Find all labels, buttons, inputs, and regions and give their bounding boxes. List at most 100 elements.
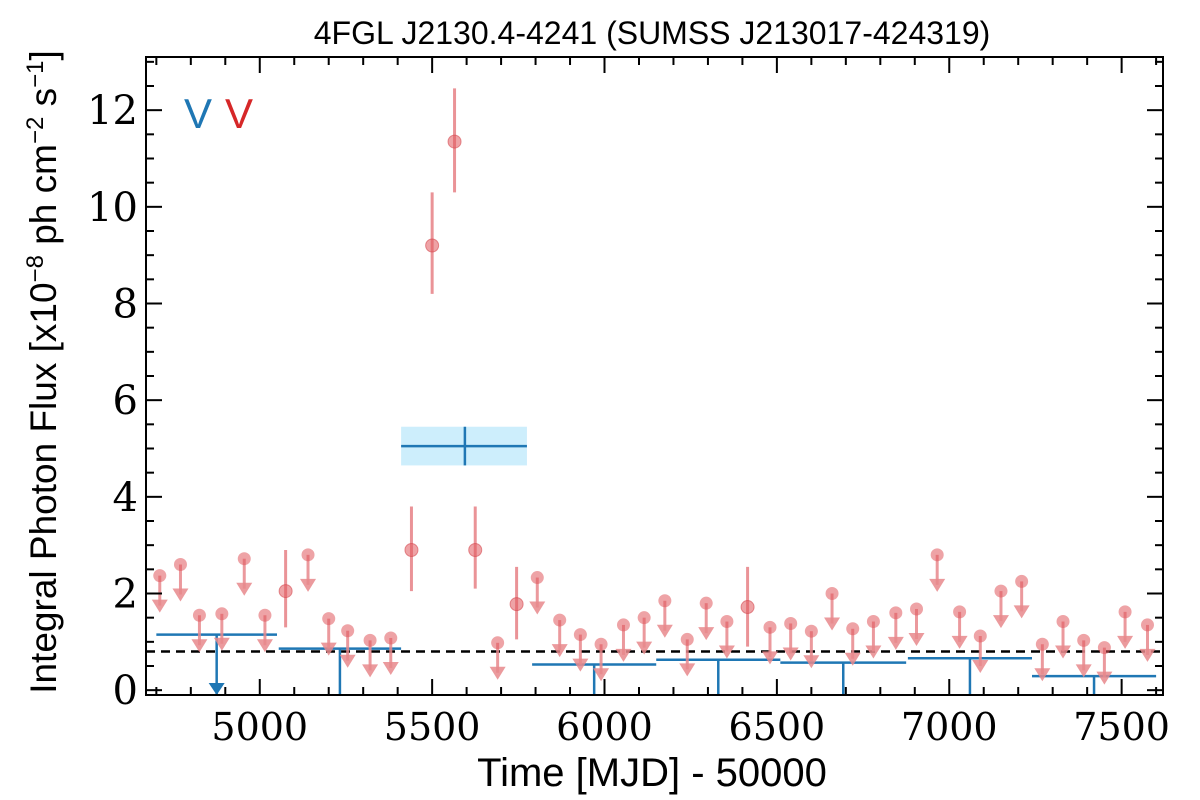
short-bin-upper-limit <box>491 636 505 650</box>
plot-area: 5000 5500 6000 6500 7000 7500 0 2 4 6 8 10 12 <box>87 56 1170 749</box>
short-bin-upper-limit-arrow <box>1013 605 1030 619</box>
short-bin-detection <box>404 543 419 557</box>
short-bin-upper-limit <box>322 612 336 626</box>
short-bin-upper-limit-arrow <box>1117 635 1134 649</box>
short-bin-upper-limit-arrow <box>1139 648 1156 662</box>
short-bin-upper-limit-arrow <box>489 666 506 680</box>
short-bin-detection <box>468 543 483 557</box>
short-bin-upper-limit-arrow <box>803 655 820 669</box>
short-bin-upper-limit-arrow <box>172 588 189 602</box>
short-bin-upper-limit-arrow <box>824 617 841 631</box>
y-tick-label: 4 <box>113 475 138 521</box>
long-bin-upper-limit-arrow <box>208 683 225 695</box>
chart-title: 4FGL J2130.4-4241 (SUMSS J213017-424319) <box>314 15 991 51</box>
short-bin-upper-limit <box>153 569 167 583</box>
short-bin-upper-limit-arrow <box>151 599 168 613</box>
short-bin-upper-limit <box>680 632 694 646</box>
short-bin-upper-limit-arrow <box>339 654 356 668</box>
short-bin-upper-limit-arrow <box>992 615 1009 629</box>
short-bin-upper-limit <box>258 608 272 622</box>
short-bin-detection <box>425 238 440 253</box>
short-bin-upper-limit-arrow <box>698 627 715 641</box>
short-bin-upper-limit <box>910 602 924 616</box>
short-bin-upper-limit-arrow <box>615 648 632 662</box>
short-bin-upper-limit-arrow <box>951 635 968 649</box>
y-tick-label: 0 <box>113 668 138 714</box>
short-bin-upper-limit <box>1056 615 1070 629</box>
short-bin-upper-limit <box>658 594 672 608</box>
short-bin-upper-limit <box>953 605 967 619</box>
short-bin-upper-limit <box>594 637 608 651</box>
short-bin-upper-limit-arrow <box>679 663 696 677</box>
short-bin-upper-limit <box>846 622 860 636</box>
short-bin-upper-limit <box>215 607 229 621</box>
short-bin-upper-limit <box>341 624 355 638</box>
short-bin-upper-limit <box>1015 574 1029 588</box>
short-bin-upper-limit-arrow <box>908 632 925 646</box>
short-bin-upper-limit-arrow <box>236 582 253 596</box>
short-bin-upper-limit <box>825 587 839 600</box>
short-bin-upper-limit-arrow <box>362 664 379 678</box>
short-bin-upper-limit <box>573 628 587 642</box>
short-bin-upper-limit <box>384 631 398 645</box>
x-tick-label: 7500 <box>1073 705 1170 749</box>
short-bin-upper-limit-arrow <box>656 624 673 638</box>
short-bin-upper-limit-arrow <box>636 641 653 655</box>
short-bin-upper-limit <box>720 615 734 629</box>
short-bin-upper-limit-arrow <box>529 601 546 615</box>
short-bin-upper-limit-arrow <box>1096 671 1113 685</box>
short-bin-upper-limit <box>192 608 206 622</box>
short-bin-upper-limit <box>1118 605 1132 619</box>
short-bin-upper-limit-arrow <box>865 645 882 659</box>
x-tick-label: 6500 <box>729 705 826 749</box>
short-bin-upper-limit-arrow <box>1034 668 1051 682</box>
short-bin-upper-limit-arrow <box>887 636 904 650</box>
short-bin-upper-limit <box>173 558 187 571</box>
short-bin-upper-limit-arrow <box>320 642 337 656</box>
short-bin-upper-limit <box>553 613 567 627</box>
short-bin-upper-limit <box>763 620 777 634</box>
short-bin-upper-limit <box>889 606 903 620</box>
short-bin-upper-limit <box>530 571 544 585</box>
y-tick-label: 12 <box>87 88 138 134</box>
short-bin-upper-limit <box>301 548 315 562</box>
short-bin-upper-limit-arrow <box>593 668 610 682</box>
short-bin-detection <box>447 134 462 149</box>
x-tick-label: 5000 <box>211 705 308 749</box>
short-bin-upper-limit <box>804 624 818 638</box>
x-tick-label: 6000 <box>556 705 653 749</box>
short-bin-upper-limit <box>1035 637 1049 651</box>
short-bin-upper-limit <box>637 611 651 625</box>
short-bin-upper-limit <box>1097 641 1111 655</box>
legend: V V <box>184 90 253 137</box>
x-tick-label: 7000 <box>901 705 998 749</box>
short-bin-upper-limit-arrow <box>972 660 989 674</box>
short-bin-upper-limit <box>1077 633 1091 647</box>
short-bin-upper-limit <box>973 629 987 643</box>
short-bin-upper-limit <box>930 548 944 562</box>
short-bin-upper-limit-arrow <box>382 661 399 675</box>
y-tick-label: 8 <box>113 282 138 328</box>
short-bin-upper-limit-arrow <box>256 639 273 653</box>
x-axis-label: Time [MJD] - 50000 <box>477 751 827 795</box>
short-bin-upper-limit-arrow <box>551 644 568 658</box>
short-bin-upper-limit-arrow <box>572 658 589 672</box>
short-bin-upper-limit-arrow <box>1055 645 1072 659</box>
short-bin-upper-limit <box>866 615 880 629</box>
short-bin-detection <box>509 597 524 612</box>
x-tick-label: 5500 <box>384 705 481 749</box>
short-bin-upper-limit <box>784 616 798 630</box>
short-bin-upper-limit <box>699 596 713 610</box>
y-tick-label: 2 <box>113 572 138 618</box>
short-bin-detection <box>740 600 755 615</box>
short-bin-upper-limit <box>1140 618 1154 632</box>
y-tick-label: 6 <box>113 378 138 424</box>
short-bin-upper-limit-arrow <box>718 645 735 659</box>
legend-marker-blue: V <box>184 90 212 137</box>
short-bin-upper-limit-arrow <box>1075 664 1092 678</box>
y-tick-label: 10 <box>87 185 138 231</box>
short-bin-upper-limit <box>616 618 630 632</box>
short-bin-upper-limit-arrow <box>782 647 799 661</box>
short-bin-upper-limit-arrow <box>844 652 861 666</box>
